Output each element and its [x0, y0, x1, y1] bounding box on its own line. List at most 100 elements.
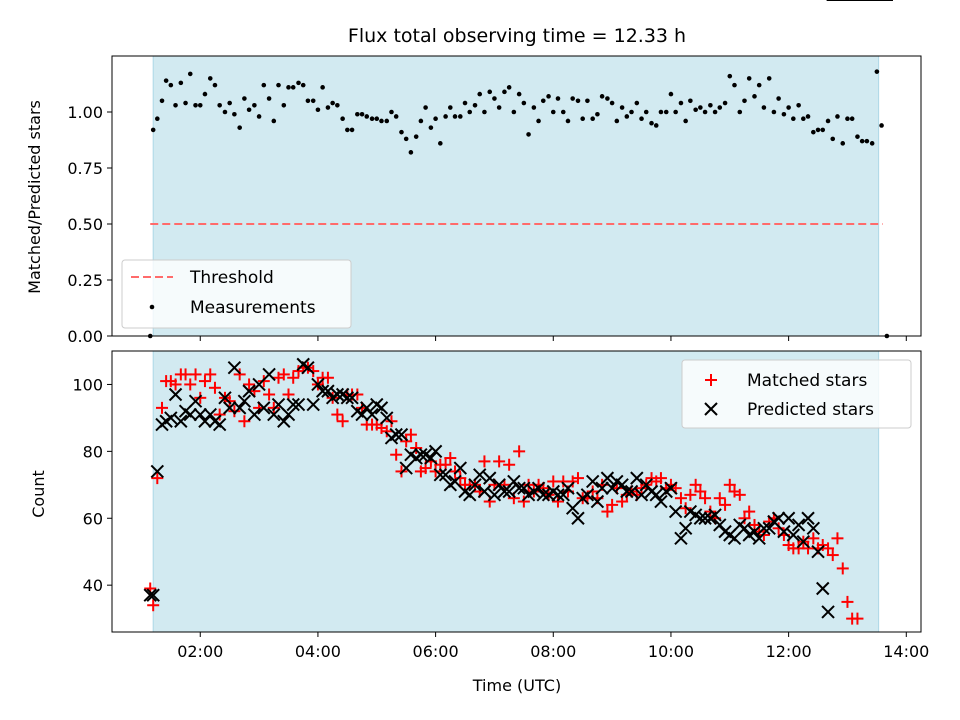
measurement-point: [335, 102, 340, 108]
measurement-point: [609, 100, 615, 106]
matched-star-marker: [826, 549, 839, 562]
predicted-star-marker: [708, 508, 722, 522]
y-tick-label: 1.00: [67, 103, 103, 122]
predicted-star-marker: [438, 468, 453, 482]
matched-star-marker: [723, 478, 736, 491]
measurement-point: [781, 111, 787, 117]
bottom-axes-frame: [111, 350, 922, 633]
predicted-star-marker: [193, 407, 207, 422]
predicted-star-marker: [483, 471, 497, 485]
measurement-point: [653, 123, 659, 128]
legend-matched-swatch: [705, 374, 717, 386]
measurement-point: [399, 129, 404, 135]
measurement-point: [286, 85, 291, 90]
measurement-point: [276, 82, 281, 88]
measurement-point: [296, 80, 301, 86]
measurement-point: [702, 109, 708, 115]
predicted-star-marker: [267, 407, 281, 422]
predicted-star-marker: [571, 511, 585, 525]
measurement-point: [849, 116, 855, 122]
measurement-point: [668, 91, 674, 97]
measurement-point: [467, 109, 473, 115]
matched-star-marker: [772, 522, 785, 535]
predicted-star-marker: [605, 481, 619, 495]
measurement-point: [614, 118, 620, 124]
measurement-point: [727, 73, 733, 79]
matched-star-marker: [831, 532, 844, 545]
matched-star-marker: [444, 452, 457, 465]
predicted-star-marker: [791, 518, 806, 532]
predicted-star-marker: [164, 411, 178, 425]
measurement-point: [639, 116, 644, 122]
measurement-point: [570, 96, 575, 101]
measurement-point: [389, 109, 394, 115]
predicted-star-marker: [796, 534, 811, 549]
matched-star-marker: [404, 428, 417, 441]
measurement-point: [801, 116, 806, 122]
y-tick-label: 40: [83, 576, 103, 595]
measurement-point: [300, 82, 306, 88]
measurement-point: [340, 116, 345, 122]
y-tick-label: 0.50: [67, 215, 103, 234]
measurement-point: [746, 76, 752, 81]
measurement-point: [634, 100, 640, 106]
top-legend: Threshold Measurements: [121, 259, 352, 329]
y-tick-label: 0.75: [67, 159, 103, 178]
measurement-point: [305, 98, 311, 104]
matched-star-marker: [243, 378, 256, 391]
predicted-star-marker: [463, 488, 477, 502]
matched-star-marker: [684, 488, 697, 501]
predicted-star-marker: [227, 361, 242, 375]
matched-star-marker: [331, 408, 344, 421]
predicted-star-marker: [777, 524, 791, 539]
measurement-point: [163, 78, 169, 83]
measurement-point: [506, 85, 512, 90]
matched-star-marker: [277, 368, 290, 381]
measurement-point: [516, 91, 522, 97]
matched-star-marker: [238, 415, 251, 428]
matched-star-marker: [733, 488, 746, 501]
matched-star-marker: [743, 505, 756, 518]
y-tick-label: 100: [72, 375, 103, 394]
matched-star-marker: [351, 388, 364, 401]
measurement-point: [472, 102, 478, 108]
measurement-point: [629, 109, 634, 115]
predicted-star-marker: [345, 391, 359, 405]
measurement-point: [722, 100, 728, 106]
top-legend-box: [121, 259, 352, 329]
predicted-star-marker: [737, 521, 752, 536]
matched-star-marker: [493, 455, 506, 468]
measurement-point: [864, 138, 870, 144]
measurement-point: [261, 82, 267, 88]
predicted-star-marker: [620, 484, 634, 499]
predicted-star-marker: [502, 484, 516, 499]
predicted-star-marker: [517, 481, 531, 495]
matched-star-marker: [390, 448, 403, 461]
measurement-point: [462, 100, 468, 106]
matched-star-marker: [822, 542, 835, 555]
predicted-stars-points: [143, 0, 893, 619]
predicted-star-marker: [168, 387, 183, 402]
matched-star-marker: [547, 475, 560, 488]
measurement-point: [830, 136, 836, 142]
x-tick-label: 04:00: [295, 642, 341, 661]
legend-matched-label: Matched stars: [747, 371, 867, 391]
matched-star-marker: [802, 542, 815, 555]
measurement-point: [811, 129, 816, 135]
matched-star-marker: [517, 495, 530, 508]
matched-star-marker: [606, 498, 619, 511]
measurement-point: [580, 116, 585, 122]
measurement-point: [217, 102, 222, 108]
matched-star-marker: [601, 505, 614, 518]
matched-star-marker: [208, 381, 221, 394]
predicted-star-marker: [487, 488, 502, 502]
measurement-point: [256, 114, 262, 119]
measurement-point: [320, 85, 325, 90]
predicted-star-marker: [801, 511, 815, 525]
measurement-point: [869, 141, 875, 146]
predicted-star-marker: [321, 384, 335, 398]
predicted-star-marker: [218, 391, 232, 405]
y-tick-label: 0.00: [67, 327, 103, 346]
predicted-star-marker: [394, 427, 409, 442]
x-tick-label: 02:00: [177, 642, 223, 661]
